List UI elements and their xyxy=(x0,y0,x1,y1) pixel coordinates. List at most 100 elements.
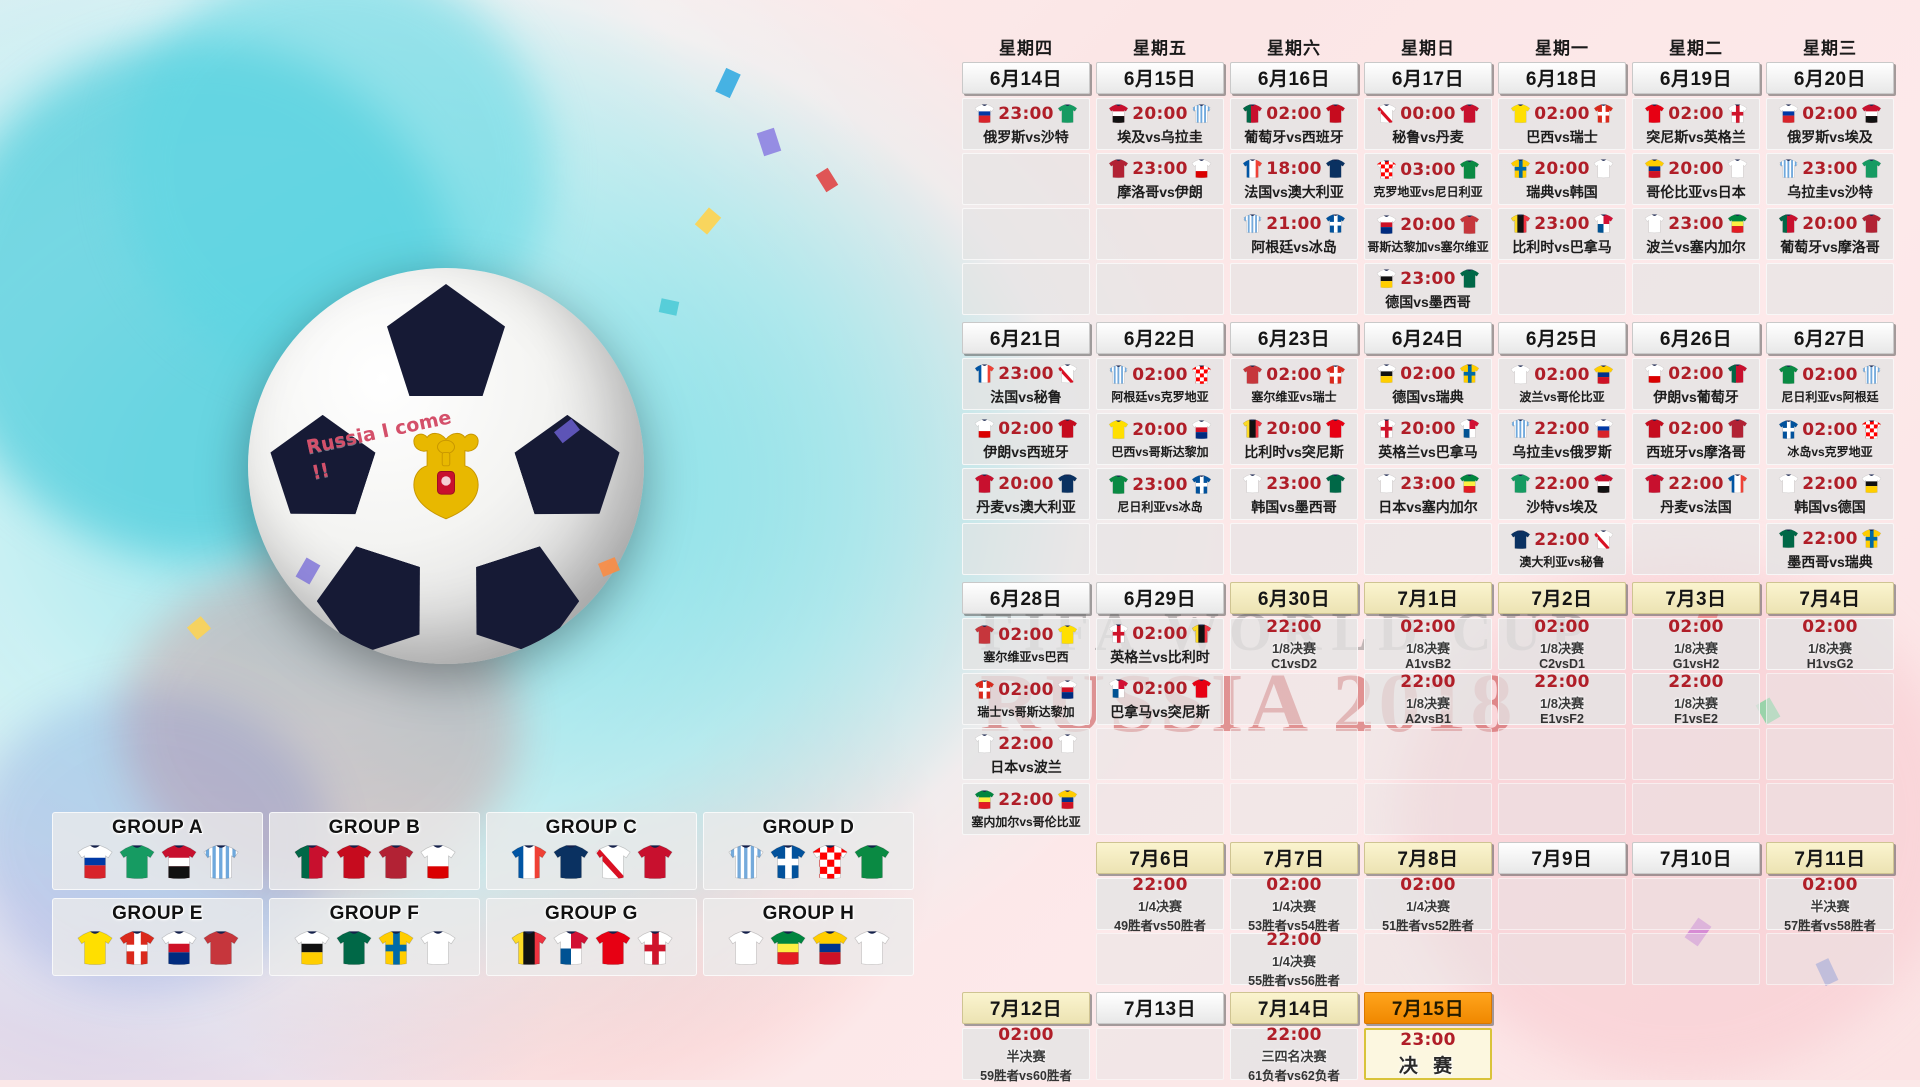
date-header[interactable]: 7月10日 xyxy=(1632,842,1760,874)
match-cell[interactable]: 21:00 阿根廷vs冰岛 xyxy=(1230,208,1358,260)
match-cell[interactable]: 02:00 伊朗vs葡萄牙 xyxy=(1632,358,1760,410)
date-header[interactable]: 6月20日 xyxy=(1766,62,1894,94)
date-header[interactable]: 6月26日 xyxy=(1632,322,1760,354)
date-header[interactable]: 6月27日 xyxy=(1766,322,1894,354)
match-cell[interactable]: 22:00 1/4决赛 55胜者vs56胜者 xyxy=(1230,930,1358,988)
match-cell[interactable]: 02:00 突尼斯vs英格兰 xyxy=(1632,98,1760,150)
match-cell[interactable]: 23:00 乌拉圭vs沙特 xyxy=(1766,153,1894,205)
match-cell[interactable]: 22:00 三四名决赛 61负者vs62负者 xyxy=(1230,1025,1358,1083)
match-cell[interactable]: 02:00 葡萄牙vs西班牙 xyxy=(1230,98,1358,150)
date-header[interactable]: 6月25日 xyxy=(1498,322,1626,354)
match-cell[interactable]: 02:00 波兰vs哥伦比亚 xyxy=(1498,358,1626,410)
match-cell[interactable]: 02:00 塞尔维亚vs巴西 xyxy=(962,618,1090,670)
date-header[interactable]: 7月6日 xyxy=(1096,842,1224,874)
match-cell[interactable]: 22:00 1/8决赛 E1vsF2 xyxy=(1498,672,1626,726)
date-header[interactable]: 6月29日 xyxy=(1096,582,1224,614)
group-card[interactable]: GROUP D xyxy=(703,812,914,890)
match-cell[interactable]: 02:00 巴拿马vs突尼斯 xyxy=(1096,673,1224,725)
group-card[interactable]: GROUP C xyxy=(486,812,697,890)
date-header[interactable]: 7月9日 xyxy=(1498,842,1626,874)
match-cell[interactable]: 22:00 1/4决赛 49胜者vs50胜者 xyxy=(1096,875,1224,933)
match-cell[interactable]: 22:00 1/8决赛 F1vsE2 xyxy=(1632,672,1760,726)
match-cell[interactable]: 23:00 俄罗斯vs沙特 xyxy=(962,98,1090,150)
date-header[interactable]: 6月17日 xyxy=(1364,62,1492,94)
group-card[interactable]: GROUP G xyxy=(486,898,697,976)
match-cell[interactable]: 22:00 乌拉圭vs俄罗斯 xyxy=(1498,413,1626,465)
match-cell[interactable]: 02:00 1/8决赛 C2vsD1 xyxy=(1498,617,1626,671)
group-card[interactable]: GROUP H xyxy=(703,898,914,976)
date-header[interactable]: 7月1日 xyxy=(1364,582,1492,614)
match-cell[interactable]: 02:00 半决赛 59胜者vs60胜者 xyxy=(962,1025,1090,1083)
date-header[interactable]: 7月11日 xyxy=(1766,842,1894,874)
match-cell[interactable]: 02:00 西班牙vs摩洛哥 xyxy=(1632,413,1760,465)
match-cell[interactable]: 20:00 丹麦vs澳大利亚 xyxy=(962,468,1090,520)
date-header[interactable]: 6月18日 xyxy=(1498,62,1626,94)
match-cell[interactable]: 02:00 冰岛vs克罗地亚 xyxy=(1766,413,1894,465)
date-header[interactable]: 7月12日 xyxy=(962,992,1090,1024)
match-cell[interactable]: 22:00 日本vs波兰 xyxy=(962,728,1090,780)
match-cell[interactable]: 00:00 秘鲁vs丹麦 xyxy=(1364,98,1492,150)
match-cell[interactable]: 23:00 德国vs墨西哥 xyxy=(1364,263,1492,315)
match-cell[interactable]: 02:00 1/4决赛 53胜者vs54胜者 xyxy=(1230,875,1358,933)
match-cell[interactable]: 20:00 哥伦比亚vs日本 xyxy=(1632,153,1760,205)
match-cell[interactable]: 23:00 摩洛哥vs伊朗 xyxy=(1096,153,1224,205)
match-cell[interactable]: 20:00 哥斯达黎加vs塞尔维亚 xyxy=(1364,208,1492,260)
date-header[interactable]: 7月15日 xyxy=(1364,992,1492,1024)
group-card[interactable]: GROUP F xyxy=(269,898,480,976)
match-cell[interactable]: 02:00 半决赛 57胜者vs58胜者 xyxy=(1766,875,1894,933)
match-cell[interactable]: 20:00 埃及vs乌拉圭 xyxy=(1096,98,1224,150)
date-header[interactable]: 7月3日 xyxy=(1632,582,1760,614)
match-cell[interactable]: 22:00 墨西哥vs瑞典 xyxy=(1766,523,1894,575)
match-cell[interactable]: 02:00 1/8决赛 G1vsH2 xyxy=(1632,617,1760,671)
match-cell[interactable]: 22:00 丹麦vs法国 xyxy=(1632,468,1760,520)
date-header[interactable]: 7月13日 xyxy=(1096,992,1224,1024)
group-card[interactable]: GROUP E xyxy=(52,898,263,976)
date-header[interactable]: 7月7日 xyxy=(1230,842,1358,874)
date-header[interactable]: 6月19日 xyxy=(1632,62,1760,94)
match-cell[interactable]: 23:00 法国vs秘鲁 xyxy=(962,358,1090,410)
match-cell[interactable]: 20:00 葡萄牙vs摩洛哥 xyxy=(1766,208,1894,260)
date-header[interactable]: 7月14日 xyxy=(1230,992,1358,1024)
match-cell[interactable]: 18:00 法国vs澳大利亚 xyxy=(1230,153,1358,205)
match-cell[interactable]: 23:00 比利时vs巴拿马 xyxy=(1498,208,1626,260)
date-header[interactable]: 6月23日 xyxy=(1230,322,1358,354)
date-header[interactable]: 6月30日 xyxy=(1230,582,1358,614)
date-header[interactable]: 6月15日 xyxy=(1096,62,1224,94)
date-header[interactable]: 7月4日 xyxy=(1766,582,1894,614)
date-header[interactable]: 7月2日 xyxy=(1498,582,1626,614)
date-header[interactable]: 6月22日 xyxy=(1096,322,1224,354)
match-cell[interactable]: 02:00 巴西vs瑞士 xyxy=(1498,98,1626,150)
match-cell[interactable]: 02:00 1/8决赛 H1vsG2 xyxy=(1766,617,1894,671)
date-header[interactable]: 6月14日 xyxy=(962,62,1090,94)
match-cell[interactable]: 23:00 波兰vs塞内加尔 xyxy=(1632,208,1760,260)
match-cell[interactable]: 20:00 英格兰vs巴拿马 xyxy=(1364,413,1492,465)
date-header[interactable]: 6月28日 xyxy=(962,582,1090,614)
match-cell[interactable]: 22:00 塞内加尔vs哥伦比亚 xyxy=(962,783,1090,835)
match-cell[interactable]: 02:00 瑞士vs哥斯达黎加 xyxy=(962,673,1090,725)
match-cell[interactable]: 02:00 德国vs瑞典 xyxy=(1364,358,1492,410)
date-header[interactable]: 6月16日 xyxy=(1230,62,1358,94)
match-cell[interactable]: 20:00 比利时vs突尼斯 xyxy=(1230,413,1358,465)
match-cell[interactable]: 20:00 瑞典vs韩国 xyxy=(1498,153,1626,205)
match-cell[interactable]: 22:00 沙特vs埃及 xyxy=(1498,468,1626,520)
match-cell[interactable]: 02:00 1/8决赛 A1vsB2 xyxy=(1364,617,1492,671)
match-cell[interactable]: 22:00 澳大利亚vs秘鲁 xyxy=(1498,523,1626,575)
match-cell[interactable]: 22:00 1/8决赛 C1vsD2 xyxy=(1230,617,1358,671)
group-card[interactable]: GROUP A xyxy=(52,812,263,890)
match-cell[interactable]: 23:00 尼日利亚vs冰岛 xyxy=(1096,468,1224,520)
match-cell[interactable]: 23:00 韩国vs墨西哥 xyxy=(1230,468,1358,520)
match-cell[interactable]: 23:00 决 赛 xyxy=(1364,1028,1492,1080)
match-cell[interactable]: 03:00 克罗地亚vs尼日利亚 xyxy=(1364,153,1492,205)
date-header[interactable]: 6月24日 xyxy=(1364,322,1492,354)
match-cell[interactable]: 20:00 巴西vs哥斯达黎加 xyxy=(1096,413,1224,465)
group-card[interactable]: GROUP B xyxy=(269,812,480,890)
date-header[interactable]: 7月8日 xyxy=(1364,842,1492,874)
date-header[interactable]: 6月21日 xyxy=(962,322,1090,354)
match-cell[interactable]: 23:00 日本vs塞内加尔 xyxy=(1364,468,1492,520)
match-cell[interactable]: 02:00 阿根廷vs克罗地亚 xyxy=(1096,358,1224,410)
match-cell[interactable]: 02:00 尼日利亚vs阿根廷 xyxy=(1766,358,1894,410)
match-cell[interactable]: 22:00 1/8决赛 A2vsB1 xyxy=(1364,672,1492,726)
match-cell[interactable]: 02:00 英格兰vs比利时 xyxy=(1096,618,1224,670)
match-cell[interactable]: 02:00 塞尔维亚vs瑞士 xyxy=(1230,358,1358,410)
match-cell[interactable]: 02:00 俄罗斯vs埃及 xyxy=(1766,98,1894,150)
